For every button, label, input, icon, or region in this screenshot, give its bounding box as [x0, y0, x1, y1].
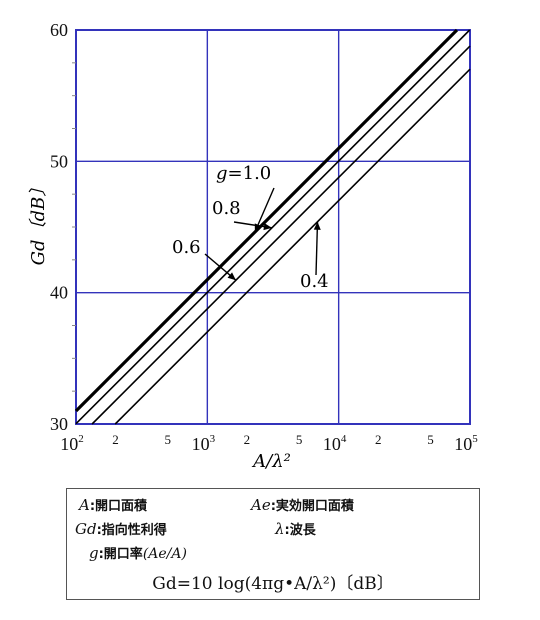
x-axis-label: A/λ²	[251, 451, 291, 472]
series-line	[74, 28, 459, 413]
legend-row-gd: Gd:指向性利得	[75, 519, 167, 538]
y-tick-labels: 30 40 50 60	[50, 20, 68, 434]
series-line	[91, 45, 471, 425]
arrow-head	[263, 223, 272, 231]
legend-row-a: A:開口面積	[79, 495, 147, 514]
legend-row-g: g:開口率(Ae/A)	[89, 543, 187, 562]
legend-gd-desc: :指向性利得	[96, 523, 167, 538]
x-minor-label: 2	[112, 432, 119, 447]
x-tick-label: 105	[454, 433, 478, 454]
x-minor-label: 5	[165, 432, 172, 447]
x-tick-labels: 102 103 104 105 2 5 2 5 2 5	[60, 432, 478, 454]
legend-ae-desc: :実効開口面積	[270, 499, 354, 514]
x-minor-label: 5	[427, 432, 434, 447]
y-tick-label: 30	[50, 414, 68, 434]
y-tick-label: 40	[50, 283, 68, 303]
series-label: 0.6	[172, 237, 201, 258]
grid	[72, 30, 470, 424]
legend-ae-symbol: Ae	[251, 496, 271, 514]
legend-row-lambda: λ:波長	[275, 519, 316, 538]
x-minor-label: 5	[296, 432, 303, 447]
legend-g-paren: (Ae/A)	[142, 546, 187, 562]
x-tick-label: 104	[323, 433, 347, 454]
annotations: g=1.0 0.8 0.6 0.4	[172, 163, 329, 292]
x-minor-label: 2	[244, 432, 251, 447]
gain-chart: g=1.0 0.8 0.6 0.4 30 40 50 60 102 103 104 105 2 5 2 5…	[28, 20, 478, 472]
legend-lambda-desc: :波長	[284, 523, 316, 538]
series-label: g=1.0	[216, 163, 271, 184]
legend-row-ae: Ae:実効開口面積	[251, 495, 354, 514]
legend-box: A:開口面積 Ae:実効開口面積 Gd:指向性利得 λ:波長 g:開口率(Ae/…	[66, 488, 480, 600]
x-tick-label: 103	[192, 433, 216, 454]
series-label: 0.8	[212, 198, 241, 219]
annotation-arrow	[254, 187, 275, 233]
y-axis-label: Gd〔dB〕	[28, 179, 49, 266]
legend-a-desc: :開口面積	[89, 499, 148, 514]
series-line	[114, 68, 471, 425]
arrow-head	[227, 272, 236, 281]
x-tick-label: 102	[60, 433, 84, 454]
legend-g-desc: :開口率	[98, 547, 143, 562]
y-tick-label: 60	[50, 20, 68, 40]
annotation-arrow	[315, 221, 319, 276]
series-line	[75, 29, 471, 425]
legend-gd-symbol: Gd	[75, 520, 97, 538]
legend-a-symbol: A	[79, 496, 90, 514]
arrow-head	[313, 221, 321, 230]
legend-lambda-symbol: λ	[275, 520, 285, 538]
x-minor-label: 2	[375, 432, 382, 447]
gain-formula: Gd=10 log(4πg•A/λ²)〔dB〕	[152, 574, 394, 594]
series-label: 0.4	[300, 271, 329, 292]
y-tick-label: 50	[50, 151, 68, 171]
series-lines	[74, 28, 471, 425]
legend-g-symbol: g	[89, 544, 99, 562]
